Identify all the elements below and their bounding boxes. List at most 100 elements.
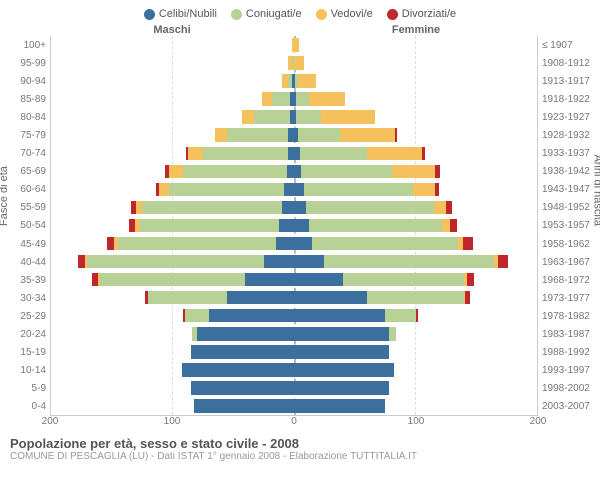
age-label: 90-94 — [0, 72, 46, 90]
bar-segment — [284, 183, 294, 197]
bar-row — [51, 343, 537, 361]
x-tick: 200 — [530, 416, 547, 427]
bar-segment — [276, 237, 294, 251]
chart-subtitle: COMUNE DI PESCAGLIA (LU) - Dati ISTAT 1°… — [10, 451, 590, 462]
bar-segment — [272, 92, 290, 106]
female-half — [294, 110, 537, 124]
bar-row — [51, 216, 537, 234]
x-ticks: 2001000100200 — [50, 416, 538, 430]
bar-segment — [215, 128, 227, 142]
male-half — [51, 219, 294, 233]
bar-segment — [413, 183, 435, 197]
bar-row — [51, 253, 537, 271]
birth-label: 1923-1927 — [542, 108, 600, 126]
birth-label: 1913-1917 — [542, 72, 600, 90]
bar-row — [51, 144, 537, 162]
birth-label: 1978-1982 — [542, 307, 600, 325]
bar-row — [51, 36, 537, 54]
bar-segment — [294, 309, 385, 323]
bar-segment — [227, 291, 294, 305]
bar-row — [51, 307, 537, 325]
bar-row — [51, 108, 537, 126]
bar-segment — [100, 273, 246, 287]
bar-segment — [446, 201, 452, 215]
bar-segment — [498, 255, 508, 269]
bar-segment — [287, 165, 294, 179]
male-half — [51, 110, 294, 124]
bar-segment — [367, 291, 464, 305]
bar-segment — [343, 273, 465, 287]
bar-segment — [294, 399, 385, 413]
female-half — [294, 201, 537, 215]
bar-row — [51, 162, 537, 180]
bar-segment — [185, 309, 209, 323]
legend-swatch — [316, 9, 327, 20]
female-half — [294, 165, 537, 179]
bar-segment — [296, 110, 320, 124]
bar-segment — [294, 273, 343, 287]
birth-label: ≤ 1907 — [542, 36, 600, 54]
birth-label: 1973-1977 — [542, 289, 600, 307]
female-half — [294, 38, 537, 52]
female-half — [294, 183, 537, 197]
bar-segment — [203, 147, 288, 161]
y-axis-label-right: Anni di nascita — [592, 154, 600, 226]
chart-title: Popolazione per età, sesso e stato civil… — [10, 436, 590, 451]
bar-segment — [324, 255, 494, 269]
bar-segment — [183, 165, 286, 179]
age-label: 5-9 — [0, 380, 46, 398]
bar-segment — [340, 128, 395, 142]
age-label: 70-74 — [0, 145, 46, 163]
bar-segment — [296, 92, 308, 106]
age-label: 85-89 — [0, 90, 46, 108]
birth-label: 1928-1932 — [542, 126, 600, 144]
legend-label: Divorziati/e — [402, 8, 456, 20]
bar-segment — [321, 110, 376, 124]
bar-segment — [294, 56, 304, 70]
bar-segment — [227, 128, 288, 142]
bar-segment — [169, 183, 284, 197]
legend-item: Celibi/Nubili — [144, 8, 217, 20]
bar-segment — [309, 92, 345, 106]
male-half — [51, 327, 294, 341]
bar-segment — [169, 165, 184, 179]
legend-swatch — [144, 9, 155, 20]
male-half — [51, 345, 294, 359]
bar-segment — [294, 219, 309, 233]
age-label: 0-4 — [0, 398, 46, 416]
bar-row — [51, 72, 537, 90]
birth-label: 2003-2007 — [542, 398, 600, 416]
bar-segment — [188, 147, 203, 161]
birth-label: 1908-1912 — [542, 54, 600, 72]
birth-label: 1963-1967 — [542, 253, 600, 271]
male-half — [51, 381, 294, 395]
bar-segment — [262, 92, 272, 106]
bar-rows — [51, 36, 537, 415]
birth-label: 1988-1992 — [542, 344, 600, 362]
x-tick: 0 — [291, 416, 297, 427]
age-label: 40-44 — [0, 253, 46, 271]
legend-item: Vedovi/e — [316, 8, 373, 20]
bar-segment — [294, 255, 324, 269]
legend-label: Coniugati/e — [246, 8, 302, 20]
male-half — [51, 56, 294, 70]
female-half — [294, 56, 537, 70]
bar-segment — [294, 201, 306, 215]
female-half — [294, 219, 537, 233]
male-half — [51, 92, 294, 106]
bar-row — [51, 325, 537, 343]
birth-label: 1993-1997 — [542, 362, 600, 380]
female-half — [294, 237, 537, 251]
bar-segment — [306, 201, 434, 215]
bar-segment — [142, 201, 282, 215]
plot-area — [50, 36, 538, 416]
bar-segment — [191, 345, 294, 359]
male-half — [51, 399, 294, 413]
age-label: 25-29 — [0, 307, 46, 325]
female-half — [294, 291, 537, 305]
bar-segment — [209, 309, 294, 323]
bar-row — [51, 397, 537, 415]
bar-segment — [182, 363, 294, 377]
bar-segment — [282, 201, 294, 215]
header-female: Femmine — [294, 24, 538, 36]
